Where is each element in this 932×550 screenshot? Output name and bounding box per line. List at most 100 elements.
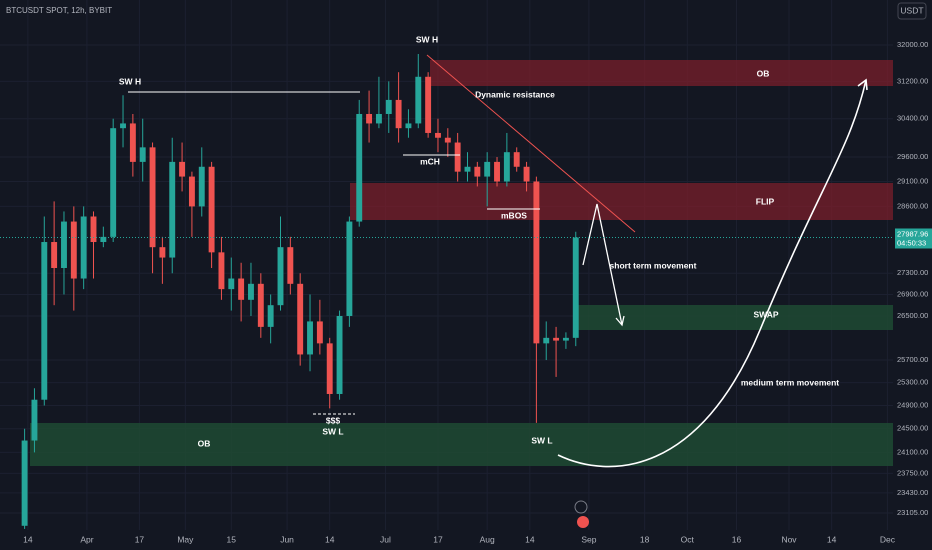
y-tick-label: 23430.00 [897, 488, 928, 497]
x-tick-label: 14 [23, 534, 33, 544]
candle-body [385, 99, 392, 114]
candle-body [90, 216, 97, 243]
candle-body [484, 161, 491, 177]
candle-body [307, 321, 313, 355]
medium-arrow [557, 79, 867, 468]
candle-body [267, 305, 274, 327]
arrow-head [857, 78, 868, 91]
annotation: OB [757, 68, 770, 78]
candle-body [543, 337, 550, 344]
candle-body [523, 166, 530, 182]
last-price-tag [895, 228, 932, 249]
candle-body [70, 221, 77, 279]
candle-body [356, 113, 363, 222]
trend-line [426, 54, 636, 233]
chart-title: BTCUSDT SPOT, 12h, BYBIT [6, 6, 112, 15]
annotation: SWAP [753, 309, 778, 319]
candle-body [375, 113, 382, 124]
candle-body [297, 283, 304, 355]
candle-body [120, 123, 126, 129]
y-tick-label: 30400.00 [897, 114, 928, 123]
last-price: 27987.96 [897, 229, 928, 238]
currency[interactable]: USDT [900, 5, 923, 15]
candle-body [415, 76, 422, 124]
annotation: mCH [420, 156, 440, 166]
candle-body [503, 152, 510, 182]
y-tick-label: 25300.00 [897, 378, 928, 387]
x-tick-label: Aug [480, 534, 495, 544]
annotation: mBOS [501, 210, 527, 220]
candle-body [405, 123, 412, 129]
y-tick-label: 32000.00 [897, 40, 928, 49]
candle-body [41, 242, 48, 400]
candle-body [326, 343, 333, 394]
drawings [128, 54, 868, 468]
candle-body [346, 221, 353, 316]
candle-body [474, 166, 481, 177]
candle-body [562, 337, 569, 341]
y-tick-label: 31200.00 [897, 76, 928, 85]
swap-zone [578, 305, 893, 330]
x-tick-label: Oct [681, 534, 695, 544]
annotation: SW H [119, 76, 141, 86]
y-tick-label: 29600.00 [897, 152, 928, 161]
candle-body [287, 247, 294, 284]
candle-body [110, 128, 117, 237]
x-tick-label: Jul [380, 534, 391, 544]
candle-body [395, 99, 402, 129]
flip-zone [350, 183, 893, 220]
x-tick-label: 15 [227, 534, 237, 544]
candle-body [169, 161, 176, 258]
arrow-head [615, 315, 625, 327]
time-axis [0, 530, 932, 550]
y-tick-label: 24500.00 [897, 424, 928, 433]
event-icon[interactable] [574, 500, 588, 514]
candle-body [425, 76, 432, 133]
annotation: SW L [531, 435, 552, 445]
candle-body [129, 123, 136, 162]
x-tick-label: 14 [325, 534, 335, 544]
candle-body [464, 166, 471, 172]
price-axis [893, 0, 932, 550]
candle-body [257, 283, 264, 327]
x-tick-label: 17 [433, 534, 443, 544]
candle-body [572, 237, 579, 338]
y-tick-label: 24100.00 [897, 447, 928, 456]
ob-zone [30, 423, 893, 466]
x-tick-label: 17 [135, 534, 145, 544]
candle-body [218, 252, 225, 290]
candle-body [248, 283, 254, 300]
candle-body [159, 247, 166, 258]
candle-body [179, 161, 186, 177]
x-tick-label: Sep [581, 534, 596, 544]
annotation: $$$ [326, 415, 340, 425]
x-tick-label: 18 [640, 534, 650, 544]
y-tick-label: 25700.00 [897, 355, 928, 364]
candle-body [513, 152, 520, 167]
countdown: 04:50:33 [897, 238, 926, 247]
y-tick-label: 26900.00 [897, 289, 928, 298]
candle-body [435, 132, 441, 138]
ob-zone [430, 60, 893, 86]
candle-body [100, 236, 107, 243]
x-tick-label: Jun [280, 534, 294, 544]
candle-body [31, 399, 38, 441]
event-icon[interactable] [577, 516, 589, 528]
y-tick-label: 29100.00 [897, 176, 928, 185]
annotation: SW L [322, 426, 343, 436]
candle-body [277, 247, 284, 306]
candle-body [316, 321, 323, 344]
x-tick-label: 14 [827, 534, 837, 544]
y-tick-label: 26500.00 [897, 311, 928, 320]
annotation: medium term movement [741, 377, 839, 387]
y-tick-label: 28600.00 [897, 201, 928, 210]
candles [21, 54, 579, 529]
y-tick-label: 23750.00 [897, 468, 928, 477]
currency-button[interactable] [897, 2, 927, 20]
y-tick-label: 27300.00 [897, 268, 928, 277]
candle-body [366, 113, 373, 124]
y-tick-label: 23105.00 [897, 508, 928, 517]
candle-body [80, 216, 87, 279]
y-tick-label: 24900.00 [897, 400, 928, 409]
candle-body [139, 147, 146, 162]
